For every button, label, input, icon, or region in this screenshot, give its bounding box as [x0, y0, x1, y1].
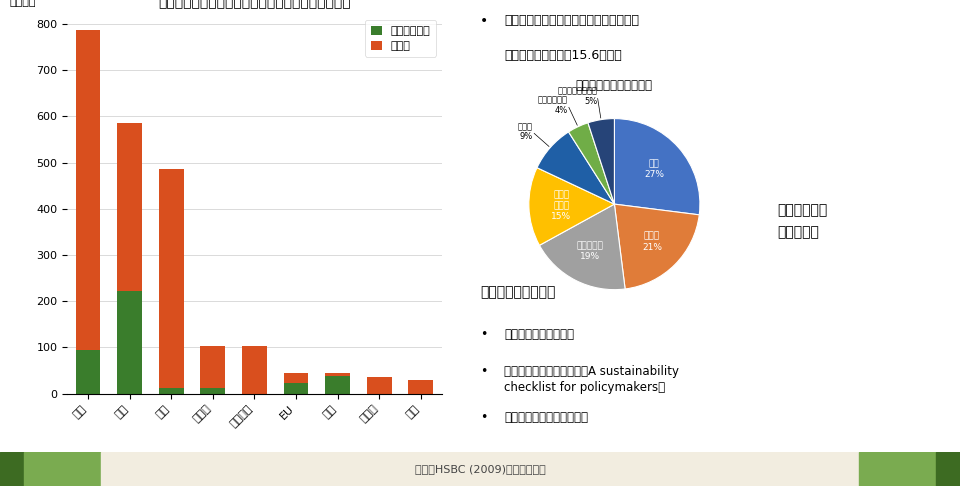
Text: 世界銀行のガイドライン「A sustainability
checklist for policymakers」: 世界銀行のガイドライン「A sustainability checklist f…	[504, 364, 679, 395]
Bar	[936, 452, 960, 486]
Wedge shape	[537, 132, 614, 204]
Bar	[367, 377, 392, 394]
Text: •: •	[480, 328, 488, 341]
Text: 建物の
省エネ
15%: 建物の 省エネ 15%	[551, 190, 571, 222]
Bar	[201, 388, 226, 394]
Text: 出所：HSBC (2009)をもとに作成: 出所：HSBC (2009)をもとに作成	[415, 464, 545, 474]
Bar	[283, 373, 308, 383]
Bar	[76, 350, 101, 394]
Text: 低炭素自動車
4%: 低炭素自動車 4%	[538, 95, 567, 115]
Text: 処方箋はすでに存在: 処方箋はすでに存在	[480, 285, 556, 299]
Wedge shape	[614, 119, 700, 215]
Y-axis label: 億米ドル: 億米ドル	[9, 0, 36, 7]
Wedge shape	[614, 204, 699, 289]
Bar	[325, 376, 350, 394]
Bar	[76, 30, 101, 350]
Text: その他低炭素技術
5%: その他低炭素技術 5%	[557, 87, 597, 105]
Text: 電力網
21%: 電力網 21%	[642, 231, 661, 252]
Text: •: •	[480, 411, 488, 424]
Text: 「グリーン」部分は15.6％のみ: 「グリーン」部分は15.6％のみ	[504, 49, 622, 62]
Wedge shape	[540, 204, 625, 290]
Bar	[325, 373, 350, 376]
Text: 国際エネルギー機関の提言: 国際エネルギー機関の提言	[504, 411, 588, 424]
Bar	[158, 388, 183, 394]
Bar	[0, 452, 24, 486]
Text: 水・廃棄物
19%: 水・廃棄物 19%	[577, 242, 604, 261]
Bar	[117, 292, 142, 394]
Wedge shape	[529, 168, 614, 245]
Text: 鉄道
27%: 鉄道 27%	[644, 159, 664, 179]
Bar	[859, 452, 936, 486]
Bar	[283, 383, 308, 394]
Bar	[201, 346, 226, 388]
Bar	[242, 346, 267, 394]
Bar	[24, 452, 101, 486]
Wedge shape	[588, 119, 614, 204]
Text: 再エネ
9%: 再エネ 9%	[517, 122, 532, 141]
Wedge shape	[568, 123, 614, 204]
Bar	[158, 170, 183, 388]
Text: リバウンドを
止められず: リバウンドを 止められず	[778, 203, 828, 239]
Text: 欧州グリーンディール: 欧州グリーンディール	[504, 328, 574, 341]
Title: 「グリーン」部分の内訳: 「グリーン」部分の内訳	[576, 79, 653, 92]
Text: •: •	[480, 14, 489, 28]
Bar	[101, 452, 859, 486]
Text: •: •	[480, 364, 488, 378]
Title: 世界金融危機に対する財政出動と「グリーン」部分: 世界金融危機に対する財政出動と「グリーン」部分	[158, 0, 350, 9]
Legend: グリーン部分, その他: グリーン部分, その他	[365, 20, 436, 56]
Bar	[117, 123, 142, 292]
Text: 世界金融危機に対する財政出動に占める: 世界金融危機に対する財政出動に占める	[504, 14, 639, 27]
Bar	[408, 380, 433, 394]
